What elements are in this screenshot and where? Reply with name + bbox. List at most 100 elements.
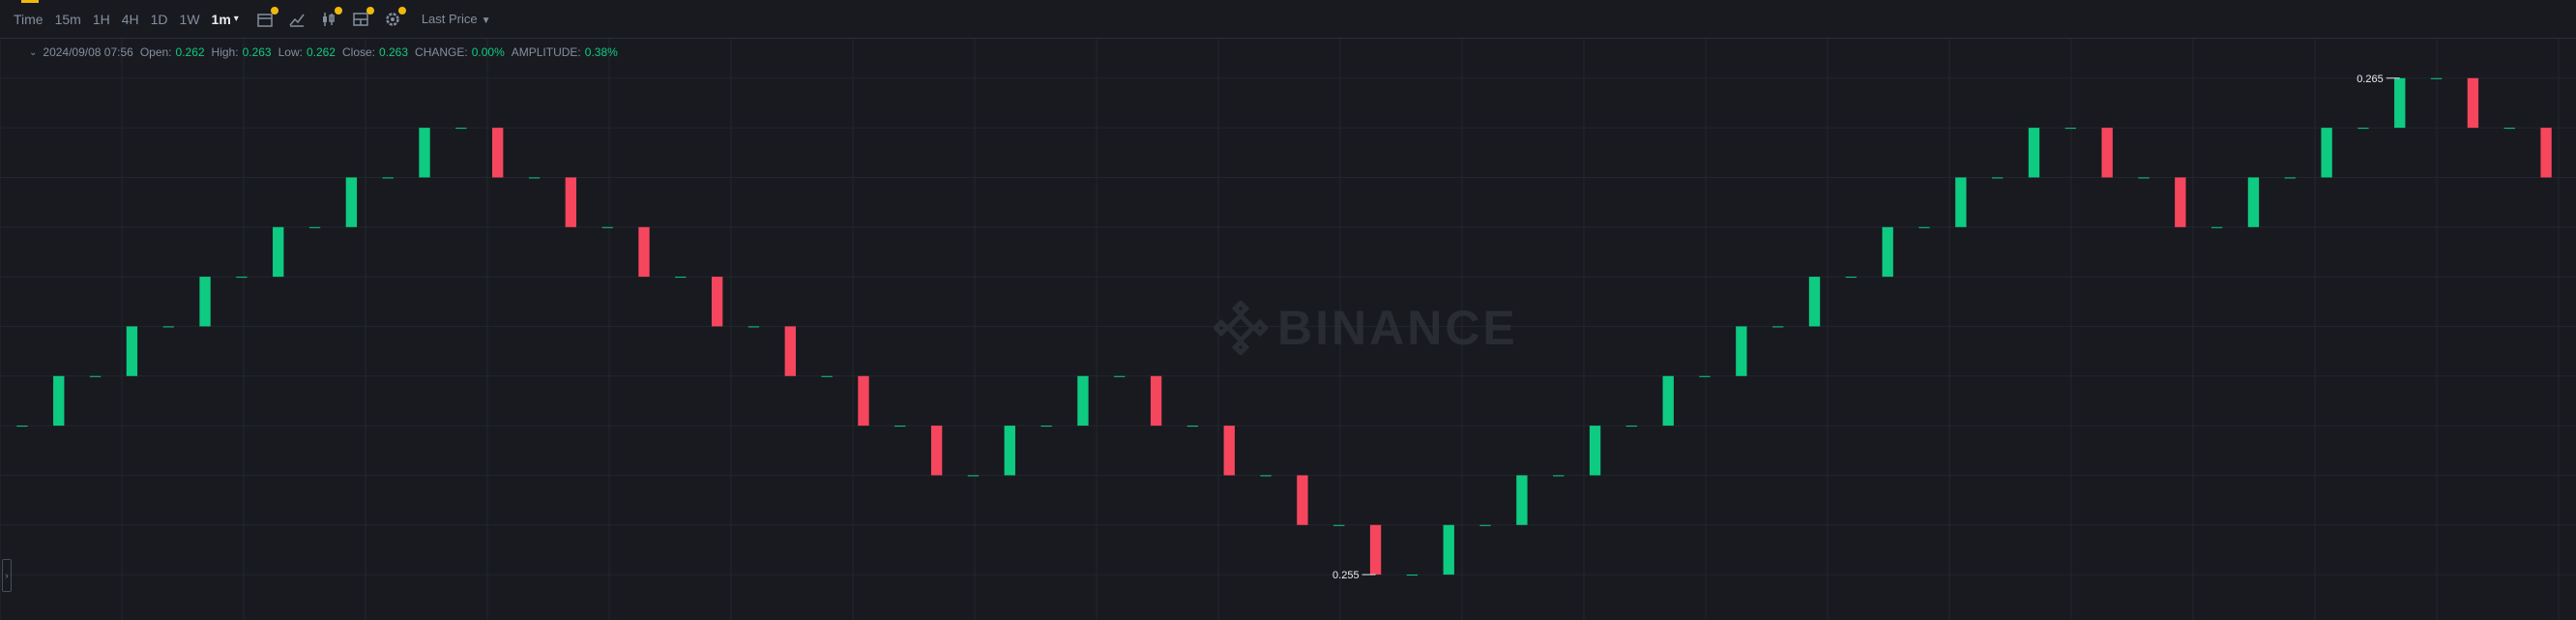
candle bbox=[2357, 128, 2369, 130]
candle bbox=[1736, 326, 1747, 376]
price-type-select[interactable]: Last Price ▼ bbox=[422, 12, 491, 26]
candle bbox=[2321, 128, 2332, 178]
candle bbox=[711, 277, 723, 327]
collapse-chevron-icon[interactable]: ⌄ bbox=[29, 46, 38, 58]
candle bbox=[345, 177, 358, 227]
candle bbox=[2064, 128, 2076, 130]
candle bbox=[638, 226, 650, 278]
interval-1w[interactable]: 1W bbox=[179, 11, 200, 27]
candle bbox=[308, 226, 321, 228]
candle bbox=[675, 277, 687, 279]
candle-date: 2024/09/08 07:56 bbox=[43, 45, 133, 59]
candle bbox=[2101, 128, 2113, 178]
layout-icon[interactable] bbox=[350, 6, 374, 30]
new-feature-dot bbox=[334, 6, 342, 15]
candle bbox=[419, 128, 430, 178]
interval-dropdown-icon[interactable]: ▾ bbox=[233, 14, 239, 24]
high-value: 0.263 bbox=[242, 45, 272, 59]
candle bbox=[2284, 177, 2296, 179]
sidebar-toggle-button[interactable]: › bbox=[2, 559, 12, 592]
interval-4h[interactable]: 4H bbox=[121, 11, 139, 27]
interval-1h[interactable]: 1H bbox=[92, 11, 110, 27]
watermark: BINANCE bbox=[1214, 300, 1518, 356]
candle bbox=[1662, 375, 1674, 427]
candle bbox=[2138, 177, 2150, 179]
ohlc-info-bar: ⌄ 2024/09/08 07:56 Open: 0.262 High: 0.2… bbox=[29, 44, 625, 60]
candle bbox=[1553, 475, 1565, 477]
candle bbox=[1114, 375, 1126, 377]
candle bbox=[273, 226, 284, 278]
interval-1m[interactable]: 1m bbox=[211, 11, 231, 27]
candle bbox=[1150, 375, 1162, 427]
candle bbox=[2430, 77, 2443, 79]
settings-icon[interactable] bbox=[382, 6, 406, 30]
candle bbox=[1955, 177, 1967, 227]
candle bbox=[1004, 426, 1015, 476]
amplitude-label: AMPLITUDE: bbox=[511, 45, 581, 59]
candle bbox=[1186, 426, 1199, 428]
candle bbox=[2503, 128, 2515, 130]
candle bbox=[2540, 128, 2552, 178]
interval-time[interactable]: Time bbox=[14, 11, 44, 27]
change-label: CHANGE: bbox=[415, 45, 468, 59]
candle bbox=[53, 375, 65, 427]
candle bbox=[1369, 524, 1382, 576]
candle bbox=[1918, 226, 1930, 228]
low-label: Low: bbox=[278, 45, 303, 59]
candle bbox=[16, 426, 28, 428]
candle bbox=[1589, 426, 1601, 476]
candle bbox=[1406, 575, 1419, 576]
chart-type-icon[interactable] bbox=[318, 6, 342, 30]
candle bbox=[2394, 77, 2406, 129]
low-value: 0.262 bbox=[306, 45, 336, 59]
candle bbox=[455, 128, 467, 130]
interval-15m[interactable]: 15m bbox=[54, 11, 81, 27]
candle bbox=[528, 177, 541, 179]
candle bbox=[492, 128, 504, 178]
candle bbox=[1443, 524, 1454, 576]
new-feature-dot bbox=[366, 6, 374, 15]
open-label: Open: bbox=[139, 45, 172, 59]
high-label: High: bbox=[211, 45, 239, 59]
chart-toolbar: Time 15m 1H 4H 1D 1W 1m ▾ Last Price ▼ bbox=[0, 0, 2576, 39]
candle bbox=[1260, 475, 1272, 477]
candlestick-chart[interactable]: 0.265 0.255 bbox=[0, 39, 2576, 620]
candle bbox=[1845, 277, 1858, 279]
change-value: 0.00% bbox=[471, 45, 505, 59]
new-feature-dot bbox=[270, 6, 278, 15]
candle bbox=[382, 177, 394, 179]
candle bbox=[2467, 77, 2479, 129]
candle bbox=[2175, 177, 2186, 227]
price-type-label: Last Price bbox=[421, 12, 478, 26]
candle bbox=[1882, 226, 1893, 278]
candle bbox=[162, 326, 174, 328]
watermark-text: BINANCE bbox=[1277, 301, 1518, 355]
candle bbox=[126, 326, 138, 376]
candle bbox=[967, 475, 980, 477]
candle bbox=[930, 426, 943, 476]
candle bbox=[894, 426, 906, 428]
candle bbox=[1223, 426, 1235, 476]
calendar-icon[interactable] bbox=[254, 6, 278, 30]
candle bbox=[858, 375, 869, 427]
candle bbox=[1516, 475, 1528, 525]
candle bbox=[236, 277, 248, 279]
candle bbox=[1625, 426, 1638, 428]
min-price-label: 0.255 bbox=[1332, 570, 1360, 581]
chevron-down-icon: ▼ bbox=[481, 15, 491, 26]
indicator-icon[interactable] bbox=[286, 9, 307, 30]
candle bbox=[2210, 226, 2223, 228]
candle bbox=[199, 277, 211, 327]
candle bbox=[1699, 375, 1711, 377]
candle bbox=[1991, 177, 2004, 179]
binance-logo-icon bbox=[1214, 301, 1268, 355]
amplitude-value: 0.38% bbox=[584, 45, 618, 59]
candle bbox=[1479, 524, 1491, 526]
candle bbox=[821, 375, 833, 377]
candle bbox=[2028, 128, 2040, 178]
interval-1d[interactable]: 1D bbox=[150, 11, 168, 27]
close-value: 0.263 bbox=[379, 45, 409, 59]
candle bbox=[1077, 375, 1089, 427]
candle bbox=[601, 226, 613, 228]
candle bbox=[1772, 326, 1784, 328]
